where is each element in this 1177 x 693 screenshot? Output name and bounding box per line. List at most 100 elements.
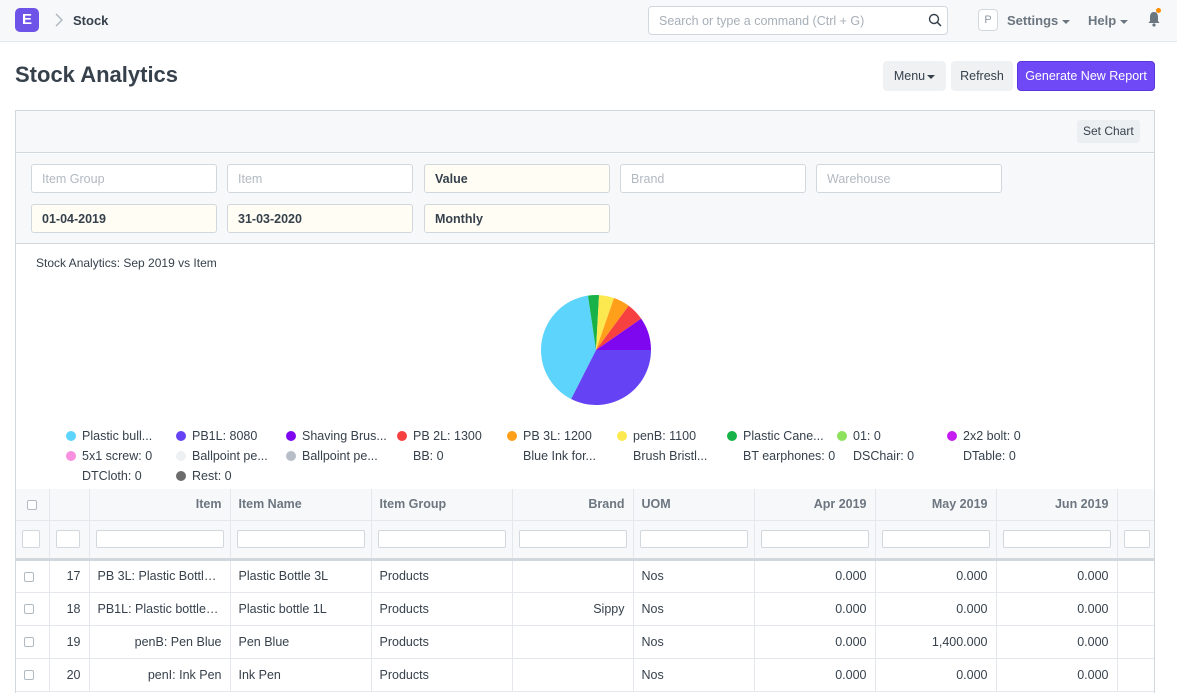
from-date-filter[interactable] bbox=[31, 204, 217, 233]
item-group-column-filter[interactable] bbox=[377, 530, 506, 548]
row-index[interactable]: 17 bbox=[49, 559, 90, 593]
search-icon[interactable] bbox=[928, 13, 942, 27]
item-cell[interactable]: penB: Pen Blue bbox=[89, 625, 231, 659]
item-name-cell[interactable]: Ink Pen bbox=[230, 658, 372, 692]
jun-2019-cell[interactable]: 0.000 bbox=[996, 559, 1118, 593]
item-group-cell[interactable]: Products bbox=[371, 592, 513, 626]
select-all-checkbox[interactable] bbox=[27, 499, 38, 510]
column-filter-input[interactable] bbox=[55, 530, 80, 548]
item-cell[interactable]: PB 3L: Plastic Bottle 3L bbox=[89, 559, 231, 593]
pie-slice[interactable] bbox=[587, 295, 600, 350]
column-header-apr-2019[interactable]: Apr 2019 bbox=[754, 489, 876, 521]
row-index[interactable]: 18 bbox=[49, 592, 90, 626]
pie-slice[interactable] bbox=[541, 295, 596, 400]
legend-label: DTCloth: 0 bbox=[82, 469, 142, 483]
pie-slice[interactable] bbox=[596, 305, 642, 350]
apr-2019-cell[interactable]: 0.000 bbox=[754, 592, 876, 626]
uom-cell[interactable]: Nos bbox=[633, 625, 755, 659]
may-2019-cell[interactable]: 0.000 bbox=[875, 559, 997, 593]
column-header-uom[interactable]: UOM bbox=[633, 489, 755, 521]
may-2019-cell[interactable]: 0.000 bbox=[875, 592, 997, 626]
item-cell[interactable]: PB1L: Plastic bottle 1L bbox=[89, 592, 231, 626]
column-header-item-name[interactable]: Item Name bbox=[230, 489, 372, 521]
may-2019-cell[interactable]: 1,400.000 bbox=[875, 625, 997, 659]
range-filter[interactable] bbox=[424, 204, 610, 233]
search-input[interactable] bbox=[648, 6, 948, 35]
apr-column-filter[interactable] bbox=[760, 530, 869, 548]
row-checkbox-cell[interactable] bbox=[16, 658, 50, 692]
row-checkbox-cell[interactable] bbox=[16, 559, 50, 593]
filter-cell bbox=[16, 520, 50, 561]
item-column-filter[interactable] bbox=[95, 530, 224, 548]
uom-cell[interactable]: Nos bbox=[633, 559, 755, 593]
item-name-cell[interactable]: Pen Blue bbox=[230, 625, 372, 659]
generate-new-report-button[interactable]: Generate New Report bbox=[1017, 61, 1155, 91]
table-row[interactable]: 19 penB: Pen Blue Pen Blue Products Nos 0.000… bbox=[16, 625, 1154, 659]
refresh-button[interactable]: Refresh bbox=[951, 61, 1013, 91]
row-checkbox[interactable] bbox=[24, 571, 34, 582]
legend-label: Shaving Brus... bbox=[302, 429, 387, 443]
row-index[interactable]: 19 bbox=[49, 625, 90, 659]
jun-2019-cell[interactable]: 0.000 bbox=[996, 592, 1118, 626]
column-header-item-group[interactable]: Item Group bbox=[371, 489, 513, 521]
legend-item: Ballpoint pe... bbox=[286, 449, 378, 463]
table-row[interactable]: 18 PB1L: Plastic bottle 1L Plastic bottle … bbox=[16, 592, 1154, 626]
item-group-filter[interactable] bbox=[31, 164, 217, 193]
avatar[interactable]: P bbox=[978, 9, 998, 31]
apr-2019-cell[interactable]: 0.000 bbox=[754, 559, 876, 593]
row-checkbox[interactable] bbox=[24, 604, 34, 615]
apr-2019-cell[interactable]: 0.000 bbox=[754, 658, 876, 692]
pie-slice[interactable] bbox=[596, 295, 614, 350]
jun-2019-cell[interactable]: 0.000 bbox=[996, 625, 1118, 659]
column-filter-input[interactable] bbox=[22, 530, 40, 548]
row-checkbox[interactable] bbox=[24, 670, 34, 681]
row-index[interactable]: 20 bbox=[49, 658, 90, 692]
select-all-header[interactable] bbox=[16, 489, 50, 521]
column-header-jun-2019[interactable]: Jun 2019 bbox=[996, 489, 1118, 521]
may-2019-cell[interactable]: 0.000 bbox=[875, 658, 997, 692]
pie-slice[interactable] bbox=[571, 350, 651, 405]
value-quantity-filter[interactable] bbox=[424, 164, 610, 193]
warehouse-filter[interactable] bbox=[816, 164, 1002, 193]
brand-column-filter[interactable] bbox=[518, 530, 627, 548]
brand-cell[interactable] bbox=[512, 658, 634, 692]
menu-button[interactable]: Menu bbox=[883, 61, 946, 91]
jun-2019-cell[interactable]: 0.000 bbox=[996, 658, 1118, 692]
column-header-brand[interactable]: Brand bbox=[512, 489, 634, 521]
bell-icon[interactable] bbox=[1147, 11, 1161, 27]
set-chart-button[interactable]: Set Chart bbox=[1077, 120, 1140, 143]
item-group-cell[interactable]: Products bbox=[371, 559, 513, 593]
item-filter[interactable] bbox=[227, 164, 413, 193]
row-checkbox-cell[interactable] bbox=[16, 592, 50, 626]
item-name-column-filter[interactable] bbox=[236, 530, 365, 548]
settings-dropdown[interactable]: Settings bbox=[1007, 13, 1071, 28]
row-checkbox[interactable] bbox=[24, 637, 34, 648]
to-date-filter[interactable] bbox=[227, 204, 413, 233]
item-cell[interactable]: penI: Ink Pen bbox=[89, 658, 231, 692]
column-header-may-2019[interactable]: May 2019 bbox=[875, 489, 997, 521]
uom-column-filter[interactable] bbox=[639, 530, 748, 548]
apr-2019-cell[interactable]: 0.000 bbox=[754, 625, 876, 659]
app-logo[interactable]: E bbox=[15, 8, 39, 32]
item-group-cell[interactable]: Products bbox=[371, 625, 513, 659]
table-row[interactable]: 20 penI: Ink Pen Ink Pen Products Nos 0.000 0.… bbox=[16, 658, 1154, 692]
pie-slice[interactable] bbox=[596, 298, 629, 350]
help-dropdown[interactable]: Help bbox=[1088, 13, 1129, 28]
pie-slice[interactable] bbox=[596, 318, 651, 350]
item-name-cell[interactable]: Plastic Bottle 3L bbox=[230, 559, 372, 593]
item-name-cell[interactable]: Plastic bottle 1L bbox=[230, 592, 372, 626]
uom-cell[interactable]: Nos bbox=[633, 592, 755, 626]
may-column-filter[interactable] bbox=[881, 530, 990, 548]
row-checkbox-cell[interactable] bbox=[16, 625, 50, 659]
brand-cell[interactable]: Sippy bbox=[512, 592, 634, 626]
brand-cell[interactable] bbox=[512, 625, 634, 659]
brand-filter[interactable] bbox=[620, 164, 806, 193]
jun-column-filter[interactable] bbox=[1002, 530, 1111, 548]
item-group-cell[interactable]: Products bbox=[371, 658, 513, 692]
table-row[interactable]: 17 PB 3L: Plastic Bottle 3L Plastic Bottle… bbox=[16, 559, 1154, 593]
uom-cell[interactable]: Nos bbox=[633, 658, 755, 692]
overflow-column-filter[interactable] bbox=[1123, 530, 1150, 548]
brand-cell[interactable] bbox=[512, 559, 634, 593]
column-header-item[interactable]: Item bbox=[89, 489, 231, 521]
breadcrumb-stock[interactable]: Stock bbox=[73, 13, 109, 28]
